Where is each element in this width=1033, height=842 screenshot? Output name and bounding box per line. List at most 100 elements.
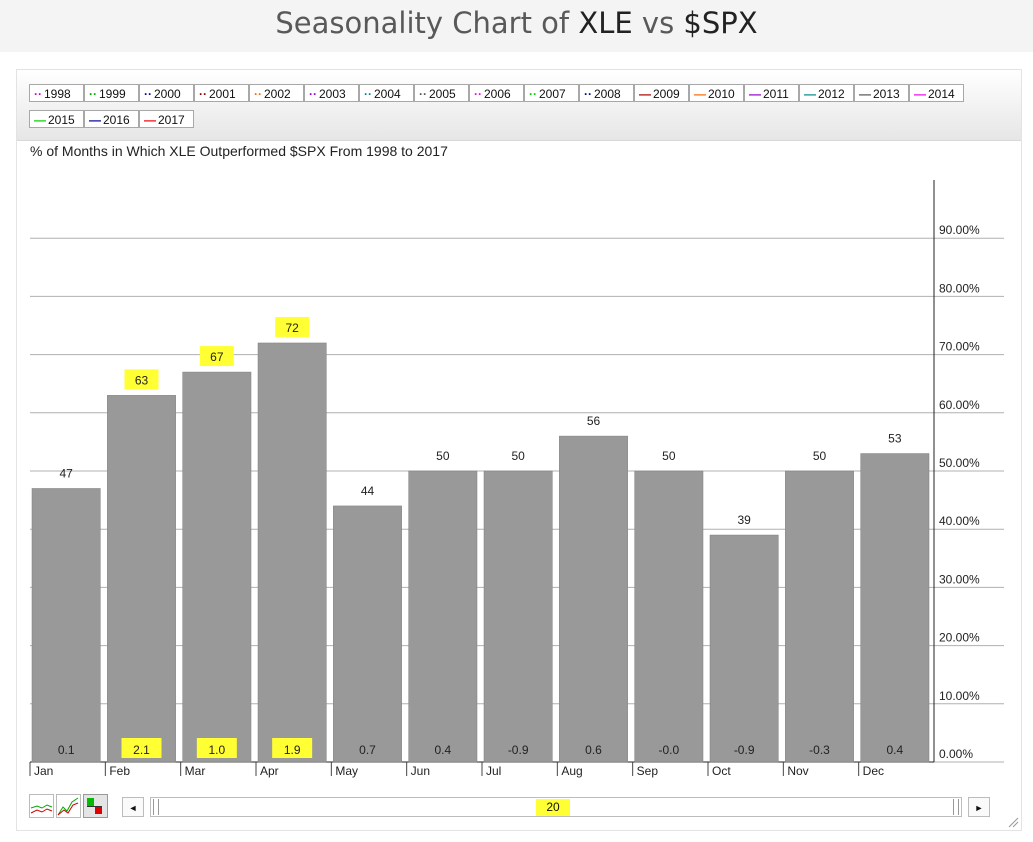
scrollbar-value: 20 — [536, 799, 570, 816]
scroll-right-button[interactable]: ► — [968, 797, 990, 817]
performance-chart-style-button[interactable] — [56, 794, 81, 818]
scrollbar-right-grip[interactable] — [953, 799, 959, 815]
legend-item-2000[interactable]: ·· 2000 — [139, 84, 194, 102]
line-chart-icon — [29, 794, 54, 818]
legend-label: 1998 — [44, 87, 71, 101]
scroll-left-button[interactable]: ◄ — [122, 797, 144, 817]
legend-item-2010[interactable]: —2010 — [689, 84, 744, 102]
legend-item-2004[interactable]: ·· 2004 — [359, 84, 414, 102]
legend-item-1998[interactable]: ·· 1998 — [29, 84, 84, 102]
legend-label: 2011 — [763, 87, 789, 101]
bar-bottom-label: -0.3 — [809, 743, 830, 757]
bottom-label-highlight — [196, 738, 237, 758]
legend-swatch: ·· — [364, 87, 372, 101]
y-tick-label: 50.00% — [939, 456, 980, 470]
bar-feb — [107, 395, 176, 763]
legend-label: 2012 — [818, 87, 845, 101]
bar-may — [333, 505, 402, 763]
legend-item-2015[interactable]: —2015 — [29, 110, 84, 128]
y-tick-label: 10.00% — [939, 689, 980, 703]
legend-item-2001[interactable]: ·· 2001 — [194, 84, 249, 102]
legend-swatch: — — [914, 87, 926, 101]
legend-item-2008[interactable]: ·· 2008 — [579, 84, 634, 102]
value-label-highlight — [275, 316, 310, 337]
bar-oct — [709, 534, 779, 763]
legend-item-2014[interactable]: —2014 — [909, 84, 964, 102]
bar-bottom-label: -0.9 — [508, 743, 529, 757]
legend-item-2012[interactable]: —2012 — [799, 84, 854, 102]
bar-value-label: 44 — [361, 484, 375, 498]
legend-swatch: ·· — [34, 87, 42, 101]
bar-chart: 0.00% 10.00% 20.00% 30.00% 40.00% 50.00% 60.00… — [29, 180, 1004, 778]
page-title: Seasonality Chart of XLE vs $SPX — [0, 0, 1033, 46]
legend-item-2016[interactable]: —2016 — [84, 110, 139, 128]
legend-item-2013[interactable]: —2013 — [854, 84, 909, 102]
legend-label: 2008 — [594, 87, 621, 101]
x-tick-label: Sep — [637, 764, 659, 778]
x-tick-label: Aug — [561, 764, 582, 778]
bar-bottom-label: 1.9 — [284, 743, 301, 757]
bar-bottom-label: -0.9 — [734, 743, 755, 757]
legend-item-2006[interactable]: ·· 2006 — [469, 84, 524, 102]
legend-item-2011[interactable]: —2011 — [744, 84, 799, 102]
bar-value-label: 50 — [813, 449, 827, 463]
year-range-scrollbar[interactable]: 20 — [150, 797, 962, 817]
legend-swatch: ·· — [474, 87, 482, 101]
y-tick-label: 80.00% — [939, 281, 980, 295]
y-tick-label: 20.00% — [939, 631, 980, 645]
bar-bottom-label: -0.0 — [658, 743, 679, 757]
legend-swatch: ·· — [529, 87, 537, 101]
x-tick-label: Oct — [712, 764, 731, 778]
legend-swatch: ·· — [309, 87, 317, 101]
bottom-label-highlight — [121, 738, 162, 758]
x-tick-label: Jul — [486, 764, 501, 778]
title-prefix: Seasonality Chart of — [275, 6, 579, 40]
title-symbol-b: $SPX — [683, 6, 758, 40]
legend-swatch: ·· — [584, 87, 592, 101]
resize-grip-icon[interactable] — [1007, 816, 1019, 828]
legend-label: 2015 — [48, 113, 75, 127]
legend-item-2007[interactable]: ·· 2007 — [524, 84, 579, 102]
legend-item-2009[interactable]: —2009 — [634, 84, 689, 102]
line-chart-style-button[interactable] — [29, 794, 54, 818]
scrollbar-left-grip[interactable] — [153, 799, 159, 815]
legend-swatch: ·· — [199, 87, 207, 101]
bar-bottom-label: 1.0 — [208, 743, 225, 757]
legend-swatch: — — [144, 113, 156, 127]
bar-value-label: 67 — [210, 350, 224, 364]
legend-label: 2007 — [539, 87, 566, 101]
legend-label: 2000 — [154, 87, 181, 101]
legend-label: 2014 — [928, 87, 955, 101]
bar-value-label: 56 — [587, 414, 601, 428]
legend-item-2003[interactable]: ·· 2003 — [304, 84, 359, 102]
bar-aug — [559, 435, 628, 763]
legend-swatch: — — [89, 113, 101, 127]
seasonality-bars-icon — [83, 794, 108, 818]
bar-dec — [860, 453, 930, 763]
bar-bottom-label: 0.4 — [434, 743, 451, 757]
legend-item-1999[interactable]: ·· 1999 — [84, 84, 139, 102]
bar-value-label: 39 — [737, 513, 751, 527]
legend-item-2005[interactable]: ·· 2005 — [414, 84, 469, 102]
legend-swatch: ·· — [254, 87, 262, 101]
legend-swatch: — — [694, 87, 706, 101]
legend-label: 2013 — [873, 87, 900, 101]
legend-label: 1999 — [99, 87, 126, 101]
value-label-highlight — [199, 346, 234, 367]
page-header: Seasonality Chart of XLE vs $SPX — [0, 0, 1033, 52]
x-tick-label: Apr — [260, 764, 279, 778]
legend-item-2017[interactable]: —2017 — [139, 110, 194, 128]
x-tick-label: Feb — [109, 764, 130, 778]
legend-swatch: — — [859, 87, 871, 101]
legend-item-2002[interactable]: ·· 2002 — [249, 84, 304, 102]
bar-bottom-label: 0.4 — [886, 743, 903, 757]
legend-swatch: ·· — [89, 87, 97, 101]
legend-swatch: — — [749, 87, 761, 101]
title-vs: vs — [632, 6, 684, 40]
y-tick-label: 40.00% — [939, 514, 980, 528]
seasonality-bar-style-button[interactable] — [83, 794, 108, 818]
y-tick-label: 70.00% — [939, 340, 980, 354]
bar-bottom-label: 0.7 — [359, 743, 376, 757]
bar-jan — [31, 488, 101, 763]
y-tick-label: 60.00% — [939, 398, 980, 412]
